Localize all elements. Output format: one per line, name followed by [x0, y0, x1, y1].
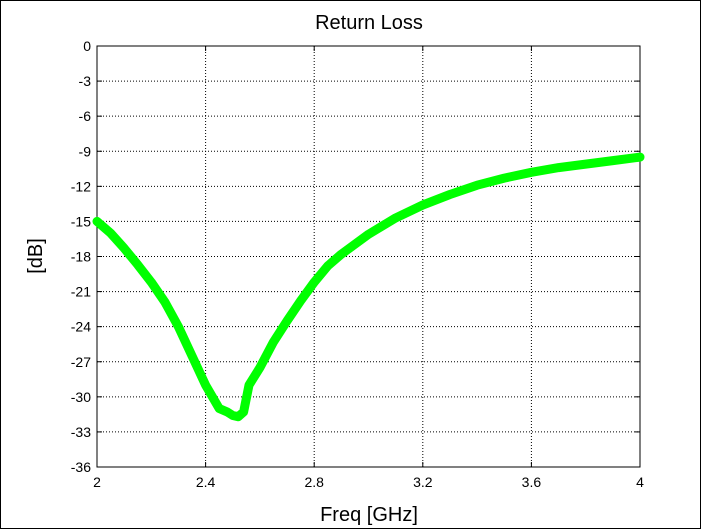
- y-tick-label: -27: [71, 354, 91, 370]
- y-tick-label: -18: [71, 249, 91, 265]
- x-tick-label: 4: [636, 474, 644, 490]
- axis-tick-labels: 2 2.4 2.8 3.2 3.6 4 0 -3 -6 -9 -12 -15 -18 -21 -24 -27 -…: [71, 38, 644, 490]
- y-tick-label: -24: [71, 319, 91, 335]
- y-tick-label: -12: [71, 178, 91, 194]
- y-tick-label: -15: [71, 213, 91, 229]
- axis-ticks: [96, 45, 641, 468]
- y-tick-label: -3: [79, 73, 92, 89]
- x-tick-label: 2.8: [304, 474, 324, 490]
- y-tick-label: -30: [71, 389, 91, 405]
- y-axis-label: [dB]: [25, 238, 47, 274]
- x-tick-label: 3.2: [413, 474, 433, 490]
- chart-title: Return Loss: [315, 12, 423, 34]
- y-tick-label: -6: [79, 108, 92, 124]
- return-loss-line: [92, 152, 645, 422]
- x-axis-label: Freq [GHz]: [320, 504, 418, 526]
- y-tick-label: -9: [79, 143, 92, 159]
- y-tick-label: 0: [83, 38, 91, 54]
- x-tick-label: 2.4: [196, 474, 216, 490]
- y-tick-label: -21: [71, 284, 91, 300]
- y-tick-label: -36: [71, 459, 91, 475]
- x-tick-label: 2: [93, 474, 101, 490]
- y-tick-label: -33: [71, 424, 91, 440]
- grid: [96, 45, 641, 468]
- x-tick-label: 3.6: [522, 474, 542, 490]
